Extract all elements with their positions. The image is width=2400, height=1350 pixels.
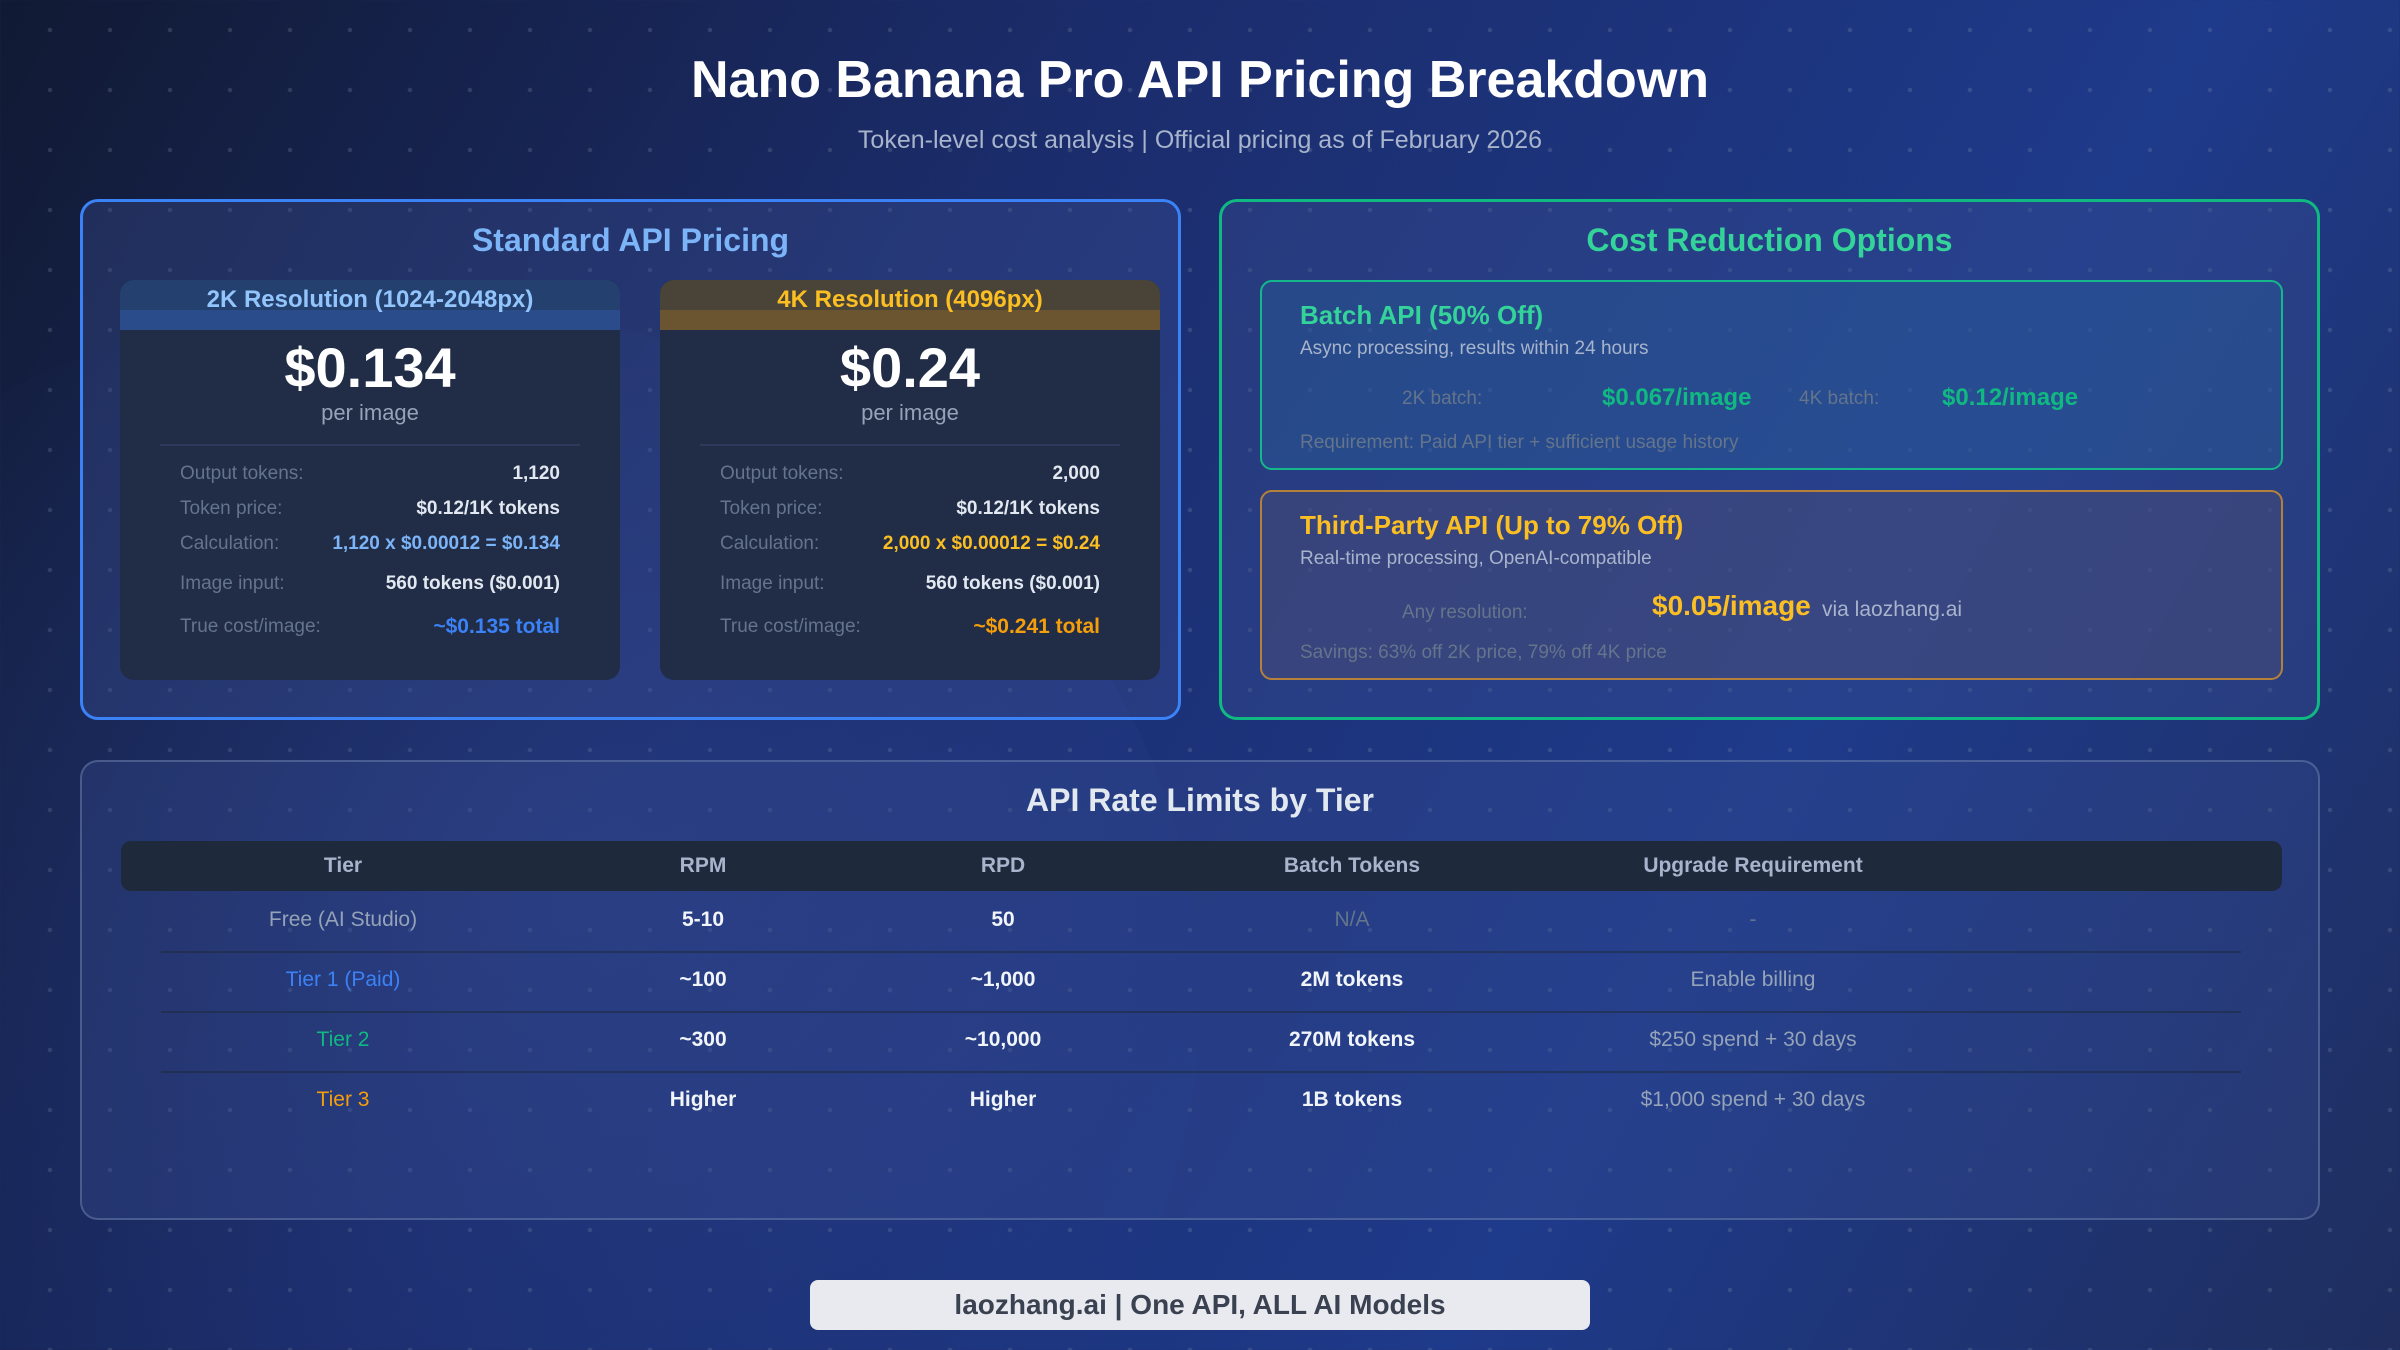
row-divider <box>161 951 2241 953</box>
cost-reduction-panel: Cost Reduction Options Batch API (50% Of… <box>1219 199 2320 720</box>
row-label: Calculation: <box>180 532 280 554</box>
row-value: $0.12/1K tokens <box>956 497 1100 519</box>
batch-api-title: Batch API (50% Off) <box>1300 300 1544 330</box>
batch-4k-price: $0.12/image <box>1942 384 2079 411</box>
table-row-tier-1: Tier 1 (Paid) ~100 ~1,000 2M tokens Enab… <box>82 952 2318 1012</box>
rpd-value: Higher <box>969 1088 1037 1111</box>
card-price-unit: per image <box>861 400 959 425</box>
third-party-api-option: Third-Party API (Up to 79% Off) Real-tim… <box>1260 490 2283 680</box>
rate-limits-table-header: Tier RPM RPD Batch Tokens Upgrade Requir… <box>121 841 2282 891</box>
row-label: Calculation: <box>720 532 820 554</box>
batch-api-description: Async processing, results within 24 hour… <box>1300 338 1649 359</box>
table-row-tier-3: Tier 3 Higher Higher 1B tokens $1,000 sp… <box>82 1072 2318 1132</box>
third-party-price: $0.05/image <box>1652 590 1811 621</box>
detail-row-calculation: Calculation: 2,000 x $0.00012 = $0.24 <box>720 526 1100 561</box>
card-price: $0.134 <box>284 336 456 399</box>
row-divider <box>161 1011 2241 1013</box>
tier-name: Free (AI Studio) <box>268 908 418 931</box>
card-price: $0.24 <box>839 336 981 399</box>
page-subtitle: Token-level cost analysis | Official pri… <box>857 126 1543 154</box>
row-value: ~$0.135 total <box>433 614 560 638</box>
standard-pricing-title: Standard API Pricing <box>471 222 790 258</box>
row-value: 560 tokens ($0.001) <box>925 572 1100 594</box>
row-value: 560 tokens ($0.001) <box>385 572 560 594</box>
row-label: Image input: <box>180 572 285 594</box>
standard-pricing-panel: Standard API Pricing 2K Resolution (1024… <box>80 199 1181 720</box>
page-title: Nano Banana Pro API Pricing Breakdown <box>690 51 1710 109</box>
rpm-value: ~100 <box>679 968 727 991</box>
table-row-tier-2: Tier 2 ~300 ~10,000 270M tokens $250 spe… <box>82 1012 2318 1072</box>
rate-limits-title: API Rate Limits by Tier <box>1026 782 1374 818</box>
row-value: $0.12/1K tokens <box>416 497 560 519</box>
table-row-free: Free (AI Studio) 5-10 50 N/A - <box>82 892 2318 952</box>
tier-name: Tier 3 <box>316 1088 370 1111</box>
detail-row-output-tokens: Output tokens: 2,000 <box>720 456 1100 491</box>
detail-row-output-tokens: Output tokens: 1,120 <box>180 456 560 491</box>
upgrade-requirement-value: $250 spend + 30 days <box>1649 1028 1857 1051</box>
divider <box>160 444 580 446</box>
row-label: True cost/image: <box>720 615 861 637</box>
row-value: 1,120 x $0.00012 = $0.134 <box>332 532 560 554</box>
detail-row-token-price: Token price: $0.12/1K tokens <box>720 491 1100 526</box>
row-divider <box>161 1071 2241 1073</box>
pricing-card-2k: 2K Resolution (1024-2048px) $0.134 per i… <box>120 280 620 680</box>
upgrade-requirement-value: $1,000 spend + 30 days <box>1640 1088 1866 1111</box>
tier-name: Tier 1 (Paid) <box>285 968 401 991</box>
third-party-provider: via laozhang.ai <box>1822 598 1963 621</box>
batch-api-requirement: Requirement: Paid API tier + sufficient … <box>1300 432 1739 453</box>
detail-row-calculation: Calculation: 1,120 x $0.00012 = $0.134 <box>180 526 560 561</box>
cost-reduction-title: Cost Reduction Options <box>1586 222 1953 258</box>
column-header-upgrade-requirement: Upgrade Requirement <box>1643 854 1863 877</box>
row-value: 2,000 <box>1052 462 1100 484</box>
row-label: Output tokens: <box>720 462 844 484</box>
batch-2k-label: 2K batch: <box>1402 388 1483 409</box>
rpd-value: 50 <box>991 908 1015 931</box>
row-label: True cost/image: <box>180 615 321 637</box>
batch-2k-price: $0.067/image <box>1602 384 1752 411</box>
rpm-value: ~300 <box>679 1028 727 1051</box>
row-value: 2,000 x $0.00012 = $0.24 <box>882 532 1100 554</box>
detail-row-image-input: Image input: 560 tokens ($0.001) <box>180 566 560 601</box>
divider <box>700 444 1120 446</box>
detail-row-true-cost: True cost/image: ~$0.135 total <box>180 609 560 644</box>
third-party-savings: Savings: 63% off 2K price, 79% off 4K pr… <box>1300 642 1667 663</box>
batch-tokens-value: 270M tokens <box>1288 1028 1416 1051</box>
batch-tokens-value: N/A <box>1334 908 1370 931</box>
pricing-card-4k: 4K Resolution (4096px) $0.24 per image O… <box>660 280 1160 680</box>
rpm-value: Higher <box>669 1088 737 1111</box>
row-label: Token price: <box>180 497 283 519</box>
detail-row-token-price: Token price: $0.12/1K tokens <box>180 491 560 526</box>
rate-limits-panel: API Rate Limits by Tier Tier RPM RPD Bat… <box>80 760 2320 1220</box>
upgrade-requirement-value: - <box>1749 908 1757 931</box>
card-heading: 2K Resolution (1024-2048px) <box>120 280 620 330</box>
rpd-value: ~10,000 <box>964 1028 1042 1051</box>
footer-banner: laozhang.ai | One API, ALL AI Models <box>810 1280 1590 1330</box>
batch-tokens-value: 2M tokens <box>1300 968 1404 991</box>
third-party-api-description: Real-time processing, OpenAI-compatible <box>1300 548 1652 569</box>
row-value: 1,120 <box>512 462 560 484</box>
rpd-value: ~1,000 <box>970 968 1036 991</box>
row-label: Output tokens: <box>180 462 304 484</box>
row-label: Token price: <box>720 497 823 519</box>
upgrade-requirement-value: Enable billing <box>1690 968 1816 991</box>
third-party-api-title: Third-Party API (Up to 79% Off) <box>1300 510 1684 540</box>
detail-row-image-input: Image input: 560 tokens ($0.001) <box>720 566 1100 601</box>
column-header-batch-tokens: Batch Tokens <box>1283 854 1421 877</box>
any-resolution-label: Any resolution: <box>1402 602 1528 623</box>
detail-row-true-cost: True cost/image: ~$0.241 total <box>720 609 1100 644</box>
card-heading: 4K Resolution (4096px) <box>660 280 1160 330</box>
tier-name: Tier 2 <box>316 1028 370 1051</box>
column-header-tier: Tier <box>323 854 363 877</box>
batch-api-option: Batch API (50% Off) Async processing, re… <box>1260 280 2283 470</box>
rpm-value: 5-10 <box>681 908 725 931</box>
column-header-rpd: RPD <box>980 854 1026 877</box>
batch-4k-label: 4K batch: <box>1799 388 1880 409</box>
card-price-unit: per image <box>321 400 419 425</box>
row-label: Image input: <box>720 572 825 594</box>
row-value: ~$0.241 total <box>973 614 1100 638</box>
column-header-rpm: RPM <box>679 854 727 877</box>
batch-tokens-value: 1B tokens <box>1301 1088 1403 1111</box>
